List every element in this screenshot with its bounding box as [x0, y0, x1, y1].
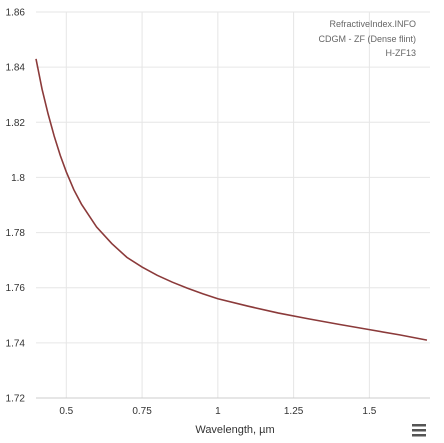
hamburger-menu-icon — [412, 424, 426, 437]
y-tick-label: 1.82 — [6, 118, 26, 129]
x-tick-label: 1 — [215, 406, 221, 417]
y-tick-label: 1.86 — [6, 8, 26, 19]
y-tick-label: 1.8 — [11, 173, 25, 184]
y-tick-label: 1.84 — [6, 63, 26, 74]
y-tick-label: 1.74 — [6, 338, 26, 349]
x-axis-ticks: 0.5 0.75 1 1.25 1.5 — [59, 406, 376, 417]
x-tick-label: 0.5 — [59, 406, 73, 417]
grid — [36, 11, 430, 399]
credit-line-3: H-ZF13 — [385, 48, 416, 58]
x-tick-label: 1.25 — [284, 406, 304, 417]
chart-menu-button[interactable] — [408, 420, 430, 440]
x-axis-label: Wavelength, µm — [195, 424, 274, 436]
series-line — [35, 58, 428, 341]
y-tick-label: 1.72 — [6, 394, 26, 405]
y-tick-label: 1.78 — [6, 228, 26, 239]
credit-line-2: CDGM - ZF (Dense flint) — [318, 34, 416, 44]
credit-line-1: RefractiveIndex.INFO — [329, 19, 416, 29]
y-axis-ticks: 1.72 1.74 1.76 1.78 1.8 1.82 1.84 1.86 — [6, 8, 26, 405]
x-tick-label: 0.75 — [132, 406, 152, 417]
x-tick-label: 1.5 — [362, 406, 376, 417]
y-tick-label: 1.76 — [6, 283, 26, 294]
